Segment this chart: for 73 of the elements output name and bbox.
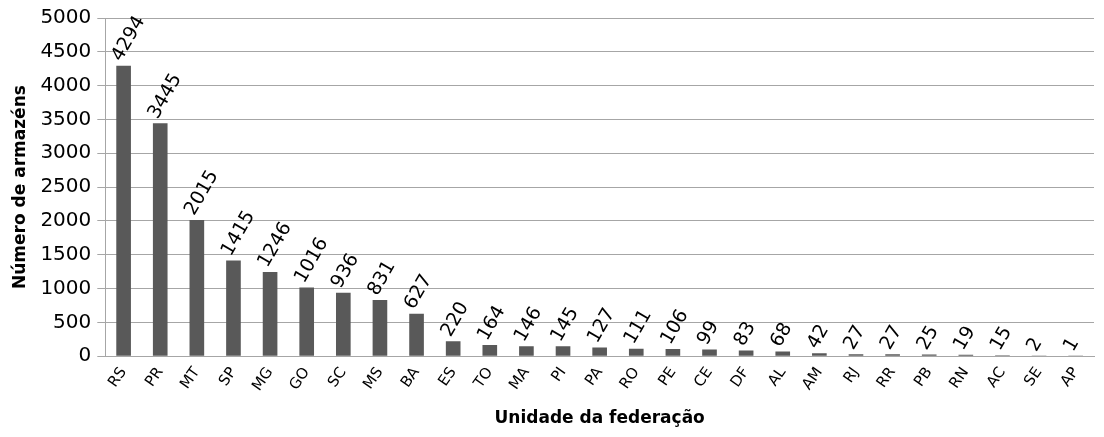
bar <box>702 349 717 356</box>
y-tick-label: 0 <box>78 342 92 367</box>
y-tick-label: 1000 <box>40 274 92 299</box>
data-label: 831 <box>361 256 399 299</box>
data-label: 68 <box>764 318 796 351</box>
x-tick-label: PB <box>909 363 936 390</box>
x-tick-label: PI <box>547 363 570 385</box>
data-label: 15 <box>984 321 1016 354</box>
bar <box>226 260 241 356</box>
bar <box>116 65 131 356</box>
bar <box>812 353 827 356</box>
x-tick-label: GO <box>284 363 314 394</box>
x-tick-label: CE <box>689 363 716 391</box>
bar <box>372 299 388 356</box>
x-tick-label: RJ <box>839 363 863 386</box>
data-label: 25 <box>910 321 943 353</box>
bar <box>336 292 351 356</box>
data-label: 1 <box>1057 333 1083 355</box>
bar <box>189 219 205 356</box>
y-axis-title: Número de armazéns <box>8 85 29 290</box>
bar <box>445 341 461 356</box>
x-tick-label: BA <box>396 362 424 391</box>
x-tick-label: AC <box>982 363 1009 391</box>
y-tick-label: 2500 <box>40 173 92 198</box>
x-tick-label: RO <box>615 363 643 393</box>
y-tick-label: 3500 <box>40 105 92 130</box>
data-label: 27 <box>837 320 869 353</box>
data-label: 19 <box>947 321 979 354</box>
x-tick-label: MT <box>175 362 204 392</box>
x-tick-label: DF <box>726 363 753 391</box>
x-tick-label: MA <box>504 362 534 393</box>
x-tick-label: TO <box>468 363 497 392</box>
bar <box>775 351 791 356</box>
bar <box>738 350 754 356</box>
bar <box>519 346 534 356</box>
y-tick-label: 4500 <box>40 38 92 63</box>
x-tick-label: AL <box>763 362 790 390</box>
x-tick-label: RR <box>872 363 900 391</box>
y-tick-label: 3000 <box>40 139 92 164</box>
x-tick-label: PA <box>580 362 607 389</box>
data-label: 42 <box>801 319 833 352</box>
x-tick-label: SP <box>214 363 240 390</box>
y-tick-label: 4000 <box>40 71 92 96</box>
data-label: 27 <box>874 320 906 353</box>
data-label: 99 <box>691 315 723 348</box>
x-tick-label: RS <box>103 363 131 391</box>
bar <box>665 348 681 356</box>
y-tick-label: 2000 <box>40 207 92 232</box>
x-tick-label: PR <box>140 363 167 390</box>
x-tick-label: SC <box>323 363 350 391</box>
y-tick-label: 500 <box>53 308 92 333</box>
x-tick-label: PE <box>653 363 680 390</box>
data-label: 83 <box>727 317 759 350</box>
bar <box>555 346 571 356</box>
bar <box>482 345 498 356</box>
bar <box>592 347 607 356</box>
bar <box>152 123 168 356</box>
x-axis-title: Unidade da federação <box>494 407 705 428</box>
bar <box>409 313 424 356</box>
x-tick-label: RN <box>945 363 973 392</box>
x-tick-label: AM <box>797 363 826 393</box>
y-tick-label: 1500 <box>40 240 92 265</box>
y-tick-label: 5000 <box>40 4 92 29</box>
x-tick-label: AP <box>1056 363 1083 390</box>
bar <box>628 348 644 356</box>
x-tick-label: MG <box>247 363 277 394</box>
x-tick-label: MS <box>358 363 387 393</box>
x-tick-label: SE <box>1019 363 1046 390</box>
bar <box>262 271 278 356</box>
data-label: 111 <box>617 304 656 348</box>
data-label: 2 <box>1020 333 1046 355</box>
bar <box>299 287 315 356</box>
x-tick-label: ES <box>434 363 460 390</box>
